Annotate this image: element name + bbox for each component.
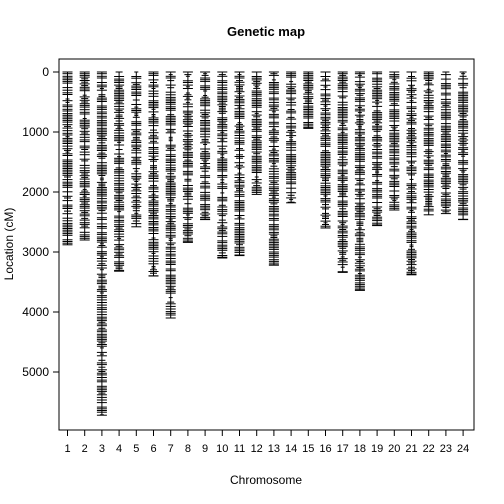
chromosome-7-markers [165,71,176,319]
y-tick-label-5000: 5000 [22,365,49,379]
x-tick-label-12: 12 [251,443,263,455]
x-tick-label-7: 7 [168,443,174,455]
x-tick-label-11: 11 [234,443,245,455]
y-axis-label: Location (cM) [2,208,16,281]
chromosome-22-markers [423,71,434,216]
x-tick-label-9: 9 [202,443,208,455]
chromosome-8-markers [182,71,193,243]
chromosome-17-markers [337,71,348,273]
x-tick-label-16: 16 [319,443,331,455]
chromosome-2-markers [79,71,90,241]
x-tick-label-5: 5 [133,443,139,455]
x-tick-label-17: 17 [337,443,349,455]
chromosome-9-markers [200,71,211,221]
chromosome-16-markers [320,71,331,229]
y-tick-label-2000: 2000 [22,185,49,199]
chromosome-19-markers [372,71,383,227]
x-tick-label-14: 14 [285,443,297,455]
y-axis: 0 1000 2000 3000 4000 5000 [22,65,59,379]
x-tick-label-13: 13 [268,443,280,455]
chromosome-3-markers [96,71,107,416]
chart-title: Genetic map [227,24,305,39]
chromosome-6-markers [148,71,159,277]
x-tick-label-4: 4 [116,443,122,455]
chromosome-1-markers [62,71,73,246]
chromosome-11-markers [234,71,245,257]
x-tick-label-10: 10 [216,443,228,455]
x-tick-label-6: 6 [150,443,156,455]
x-tick-label-15: 15 [302,443,314,455]
y-tick-label-4000: 4000 [22,305,49,319]
chromosome-10-markers [217,71,228,259]
x-tick-label-24: 24 [457,443,469,455]
x-tick-label-22: 22 [423,443,435,455]
chromosome-21-markers [406,71,417,276]
plot-frame [58,58,475,431]
x-tick-label-18: 18 [354,443,366,455]
chromosome-20-markers [389,71,400,211]
x-tick-label-19: 19 [371,443,383,455]
chromosome-23-markers [440,71,451,215]
x-tick-label-1: 1 [64,443,70,455]
x-tick-label-23: 23 [440,443,452,455]
y-tick-label-3000: 3000 [22,245,49,259]
x-tick-label-21: 21 [405,443,417,455]
chromosome-14-markers [286,71,297,204]
x-tick-label-20: 20 [388,443,400,455]
chromosome-15-markers [303,71,314,129]
y-tick-label-0: 0 [42,65,49,79]
x-axis: 1 2 3 4 5 6 7 8 9 10 11 12 13 14 15 16 17 18 19 20 21 22 23 24 [64,430,469,455]
marker-columns [62,71,469,416]
chromosome-4-markers [114,71,125,272]
chromosome-13-markers [268,71,279,266]
x-axis-label: Chromosome [230,473,302,487]
x-tick-label-3: 3 [99,443,105,455]
chromosome-24-markers [458,71,469,221]
chromosome-5-markers [131,71,142,228]
x-tick-label-2: 2 [82,443,88,455]
chromosome-12-markers [251,71,262,195]
chromosome-18-markers [354,71,365,291]
x-tick-label-8: 8 [185,443,191,455]
y-tick-label-1000: 1000 [22,125,49,139]
